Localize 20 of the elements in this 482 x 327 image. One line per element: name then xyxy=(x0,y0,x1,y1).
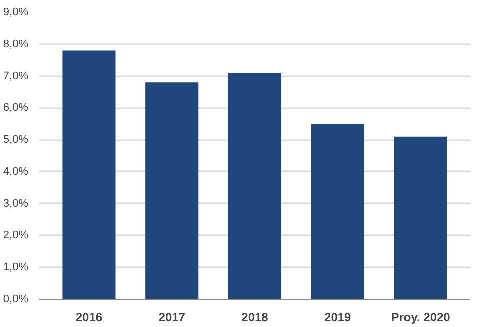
y-tick-label: 9,0% xyxy=(3,6,29,18)
x-tick-label: 2019 xyxy=(324,310,352,324)
y-tick-label: 6,0% xyxy=(3,102,29,114)
bar xyxy=(228,73,282,300)
y-tick-label: 3,0% xyxy=(3,198,29,210)
x-tick-label: 2018 xyxy=(242,310,269,324)
y-tick-label: 4,0% xyxy=(3,166,29,178)
y-tick-label: 7,0% xyxy=(3,70,29,82)
y-tick-label: 1,0% xyxy=(3,262,29,274)
x-tick-label: 2017 xyxy=(158,310,186,324)
bar xyxy=(62,50,116,300)
bar xyxy=(311,124,364,300)
bar xyxy=(394,136,448,300)
x-tick-label: Proy. 2020 xyxy=(391,310,451,324)
bar xyxy=(146,82,199,300)
y-tick-label: 5,0% xyxy=(3,134,29,146)
y-tick-label: 2,0% xyxy=(3,230,29,242)
y-tick-label: 0,0% xyxy=(3,294,29,306)
x-tick-label: 2016 xyxy=(76,310,103,324)
y-tick-label: 8,0% xyxy=(3,38,29,50)
